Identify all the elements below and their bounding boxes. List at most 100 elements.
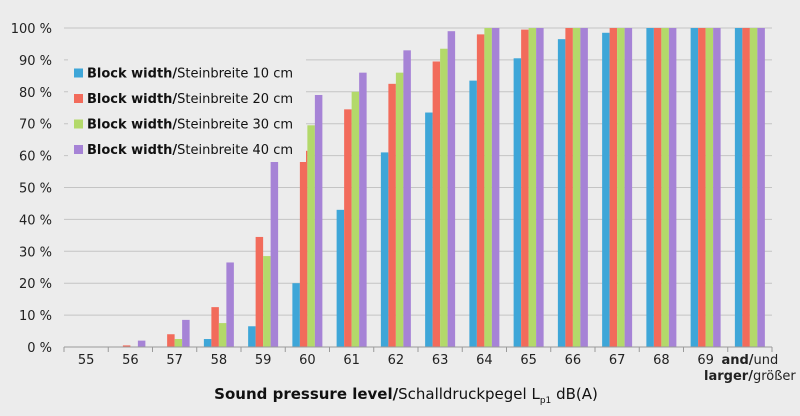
y-tick-label: 30 %: [19, 245, 52, 260]
x-tick-label: 57: [166, 353, 183, 368]
x-tick-label: and/und: [721, 353, 778, 368]
y-tick-label: 70 %: [19, 118, 52, 133]
bar: [203, 339, 212, 347]
legend-swatch: [74, 68, 83, 78]
y-tick-label: 50 %: [19, 182, 52, 197]
y-tick-label: 10 %: [19, 309, 52, 324]
legend-label: Block width/Steinbreite 10 cm: [87, 67, 293, 82]
legend-label: Block width/Steinbreite 20 cm: [87, 92, 293, 107]
bar: [661, 28, 669, 347]
bar: [528, 28, 537, 347]
bar: [380, 152, 389, 347]
x-tick-label: 56: [122, 353, 139, 368]
bar: [336, 209, 345, 347]
bar: [447, 31, 456, 347]
x-tick-label: 55: [78, 353, 95, 368]
y-tick-label: 100 %: [11, 22, 52, 37]
bar: [536, 28, 544, 347]
y-tick-label: 90 %: [19, 54, 52, 69]
bar: [314, 94, 323, 348]
bar: [602, 32, 610, 347]
y-tick-label: 0 %: [27, 341, 52, 356]
x-tick-label: 69: [697, 353, 714, 368]
x-tick-label: 63: [432, 353, 449, 368]
bar: [182, 319, 190, 347]
x-tick-label: 59: [255, 353, 272, 368]
legend-box: [68, 54, 306, 162]
bar: [359, 72, 367, 347]
bar: [174, 339, 183, 347]
x-tick-label: 66: [565, 353, 582, 368]
bar: [580, 28, 588, 347]
bar: [226, 262, 234, 347]
x-tick-label: 64: [476, 353, 493, 368]
bar: [137, 340, 146, 347]
bar: [248, 326, 256, 347]
bar: [292, 283, 300, 347]
bar: [440, 48, 448, 348]
bar: [469, 80, 477, 347]
x-axis-label: Sound pressure level/Schalldruckpegel Lp…: [214, 385, 598, 406]
bar: [557, 39, 566, 347]
legend-label: Block width/Steinbreite 40 cm: [87, 143, 293, 158]
bar: [255, 236, 264, 347]
y-tick-labels: 0 % 10 % 20 % 30 % 40 % 50 % 60 % 70 % 80 % 90 % 1…: [11, 22, 52, 356]
x-tick-label: 58: [211, 353, 228, 368]
y-tick-label: 40 %: [19, 213, 52, 228]
bar: [668, 28, 677, 347]
y-tick-label: 20 %: [19, 277, 52, 292]
bar: [705, 28, 714, 347]
bar: [167, 334, 175, 347]
bar: [218, 323, 227, 347]
bar: [484, 28, 492, 347]
bar: [617, 28, 625, 347]
x-tick-label: 61: [343, 353, 360, 368]
bar: [270, 161, 279, 347]
bar: [491, 28, 500, 347]
x-tick-label: 67: [609, 353, 626, 368]
bar: [757, 28, 765, 347]
bar: [513, 58, 522, 348]
x-tick-label: 62: [388, 353, 405, 368]
legend-swatch: [74, 119, 83, 129]
bar: [211, 307, 219, 347]
bar: [646, 28, 654, 347]
bar: [734, 28, 743, 347]
y-tick-label: 80 %: [19, 86, 52, 101]
bar: [395, 72, 404, 347]
bar: [476, 34, 485, 347]
bar: [624, 28, 633, 347]
bar: [263, 256, 271, 347]
bar: [609, 28, 618, 347]
bar: [713, 28, 721, 347]
bar: [388, 83, 396, 347]
bar: [344, 109, 352, 347]
bar: [521, 29, 529, 347]
legend: Block width/Steinbreite 10 cm Block width…: [68, 54, 306, 162]
x-tick-labels: 55 56 57 58 59 60 61 62 63 64 65 66 67 68 69 and/undlar…: [78, 353, 797, 384]
bar: [403, 50, 411, 348]
bar: [749, 28, 758, 347]
x-tick-label: 60: [299, 353, 316, 368]
bar: [122, 345, 131, 347]
bar: [690, 28, 699, 347]
legend-swatch: [74, 145, 83, 154]
bar: [299, 150, 308, 347]
x-axis: [63, 346, 773, 352]
bar: [432, 61, 441, 348]
bar: [742, 28, 750, 347]
bar: [653, 28, 662, 347]
bar: [307, 125, 315, 347]
legend-label: Block width/Steinbreite 30 cm: [87, 118, 293, 133]
y-tick-label: 60 %: [19, 150, 52, 165]
bar: [425, 112, 433, 347]
bar: [565, 28, 573, 347]
x-tick-label: 65: [520, 353, 537, 368]
bar: [698, 28, 706, 347]
x-tick-label: larger/größer: [704, 369, 796, 384]
bar: [351, 91, 360, 347]
bar: [572, 28, 581, 347]
legend-swatch: [74, 94, 83, 103]
bars: [122, 28, 765, 348]
